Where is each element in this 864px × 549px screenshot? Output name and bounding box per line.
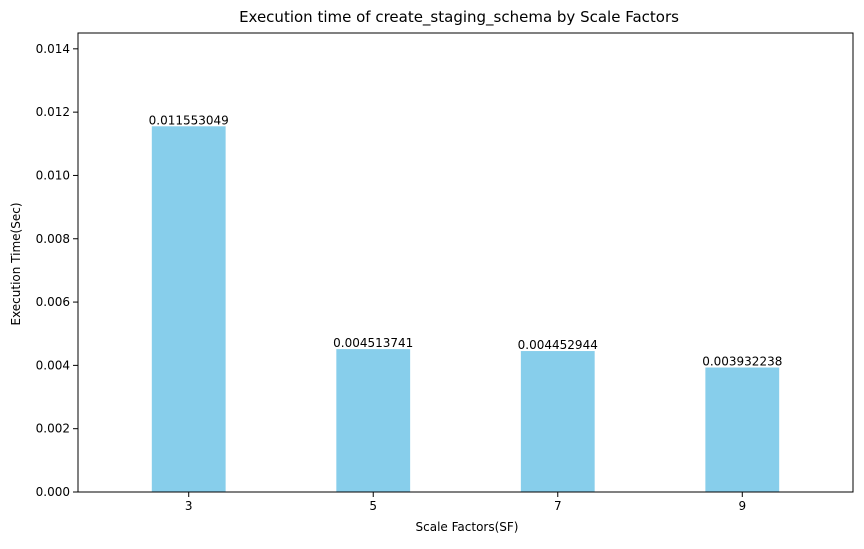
data-label-7: 0.004452944 bbox=[518, 338, 598, 352]
data-labels-layer: 0.011553049 0.004513741 0.004452944 0.00393… bbox=[149, 113, 783, 368]
bars-layer bbox=[151, 126, 780, 492]
bar-3 bbox=[151, 126, 226, 492]
x-axis: 3 5 7 9 bbox=[185, 492, 746, 513]
y-tick-label-0.008: 0.008 bbox=[36, 232, 70, 246]
y-tick-label-0.014: 0.014 bbox=[36, 42, 70, 56]
bar-9 bbox=[705, 367, 780, 492]
data-label-3: 0.011553049 bbox=[149, 113, 229, 127]
chart-title: Execution time of create_staging_schema … bbox=[239, 8, 679, 27]
y-tick-label-0.012: 0.012 bbox=[36, 105, 70, 119]
bar-5 bbox=[336, 349, 411, 492]
y-axis-label: Execution Time(Sec) bbox=[9, 202, 23, 325]
x-tick-label-5: 5 bbox=[369, 499, 377, 513]
plot-frame bbox=[77, 32, 854, 493]
x-axis-label: Scale Factors(SF) bbox=[416, 520, 519, 534]
data-label-5: 0.004513741 bbox=[333, 336, 413, 350]
y-tick-label-0.004: 0.004 bbox=[36, 358, 70, 372]
bar-7 bbox=[520, 351, 595, 492]
y-tick-label-0.006: 0.006 bbox=[36, 295, 70, 309]
x-tick-label-3: 3 bbox=[185, 499, 193, 513]
y-axis: 0.000 0.002 0.004 0.006 0.008 0.010 0.012 0.014 bbox=[36, 42, 78, 499]
data-label-9: 0.003932238 bbox=[702, 355, 782, 369]
y-tick-label-0.002: 0.002 bbox=[36, 422, 70, 436]
x-tick-label-7: 7 bbox=[554, 499, 562, 513]
y-tick-label-0.010: 0.010 bbox=[36, 168, 70, 182]
y-tick-label-0.000: 0.000 bbox=[36, 485, 70, 499]
x-tick-label-9: 9 bbox=[738, 499, 746, 513]
